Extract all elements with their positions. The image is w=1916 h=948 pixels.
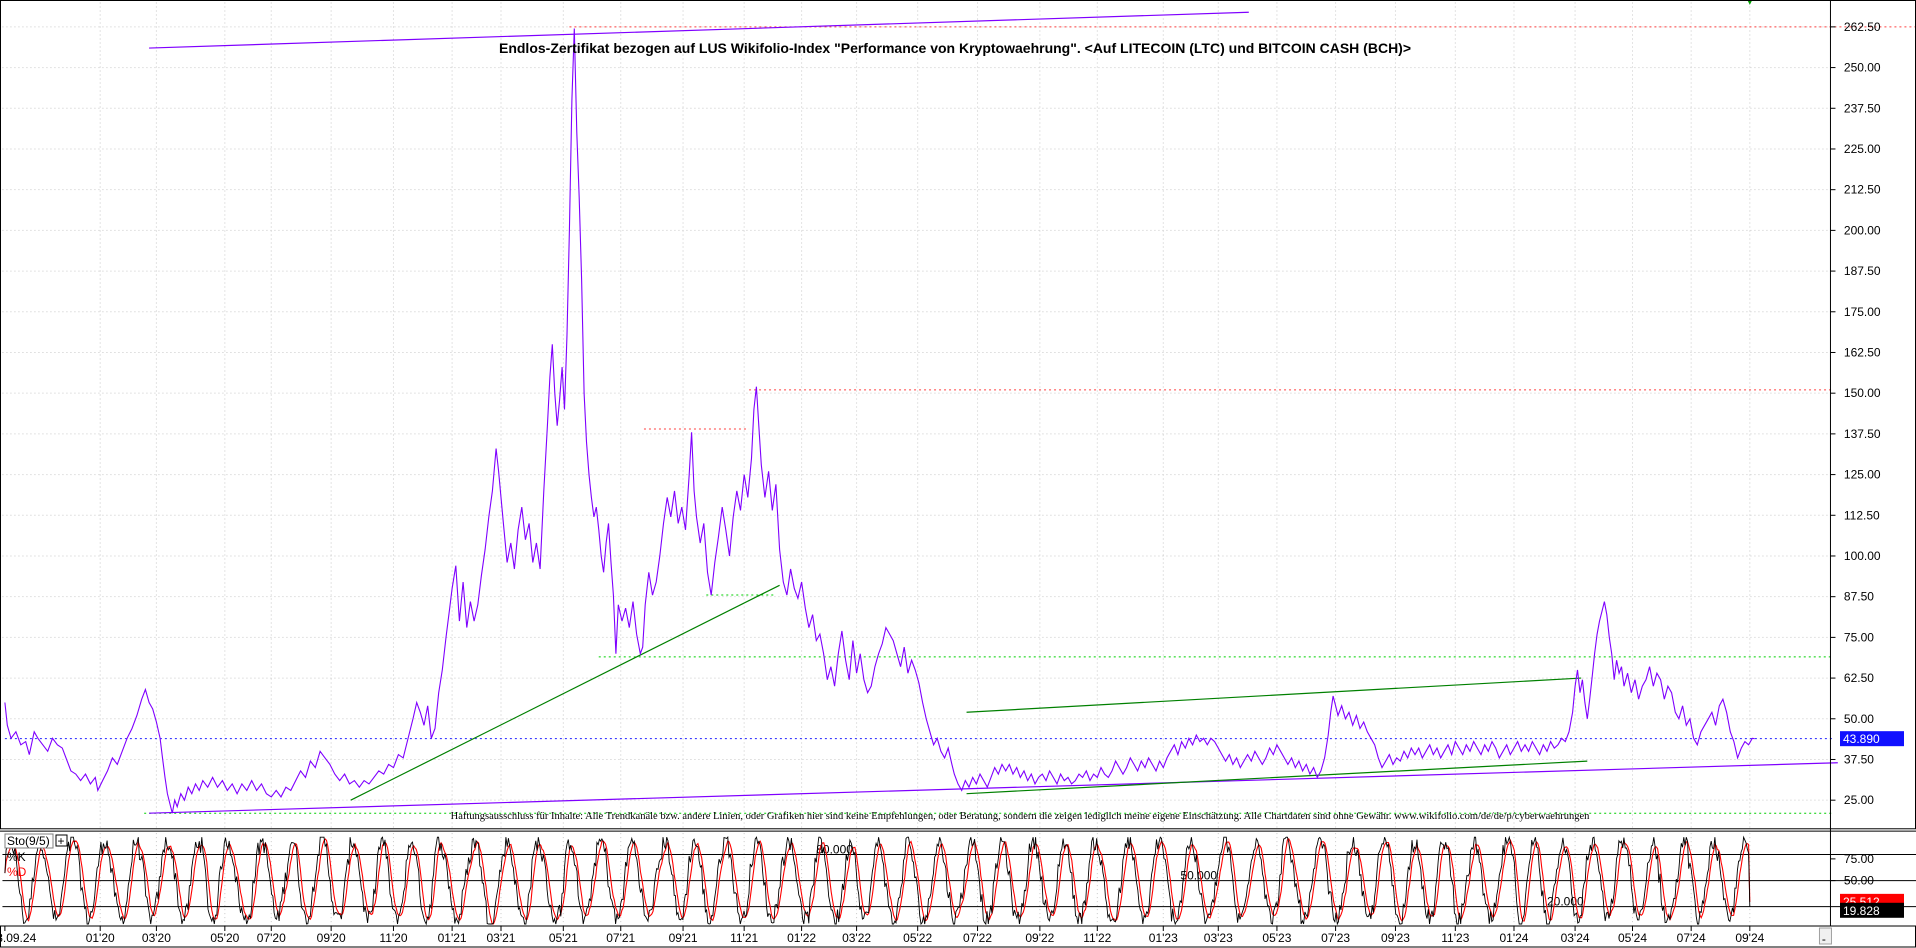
y-tick-label: 175.00 [1844, 305, 1881, 319]
x-tick-label: 11'23 [1441, 931, 1469, 945]
x-tick-label: 11'22 [1083, 931, 1111, 945]
x-axis: 03.09.24 01'20 03'20 05'20 07'20 09'20 11'20 01… [0, 926, 1765, 945]
y-tick-label: 75.00 [1844, 852, 1874, 866]
y-tick-label: 262.50 [1844, 20, 1881, 34]
x-tick-label: 09'21 [669, 931, 698, 945]
x-tick-label: 05'24 [1618, 931, 1647, 945]
y-tick-label: 37.50 [1844, 752, 1874, 766]
indicator-label: Sto(9/5) [7, 834, 50, 848]
last-k-badge-bg [1840, 902, 1904, 918]
y-tick-label: 150.00 [1844, 386, 1881, 400]
y-tick-label: 137.50 [1844, 427, 1881, 441]
x-tick-label: 03'23 [1204, 931, 1233, 945]
x-tick-label: 03'24 [1561, 931, 1590, 945]
stochastic-legend: Sto(9/5) + %K %D [4, 833, 68, 879]
x-tick-label: 09'23 [1381, 931, 1410, 945]
x-tick-label: 07'21 [606, 931, 635, 945]
scroll-button[interactable] [1818, 927, 1832, 945]
y-tick-label: 187.50 [1844, 264, 1881, 278]
trendline [966, 677, 1582, 713]
trendline [149, 11, 1249, 49]
x-tick-label: 01'20 [86, 931, 115, 945]
x-tick-label: 07'23 [1321, 931, 1350, 945]
main-trendlines [149, 0, 1838, 814]
last-value-badge: 43.890 [1840, 731, 1904, 747]
y-tick-label: 237.50 [1844, 101, 1881, 115]
x-tick-label: 07'24 [1677, 931, 1706, 945]
x-tick-label: 09'22 [1025, 931, 1054, 945]
y-tick-label: 212.50 [1844, 183, 1881, 197]
trendline [350, 584, 780, 801]
main-level-lines [4, 26, 1916, 814]
x-tick-label: 03'20 [142, 931, 171, 945]
chart-title: Endlos-Zertifikat bezogen auf LUS Wikifo… [499, 40, 1411, 56]
stochastic-k-line [4, 835, 1751, 926]
x-tick-label: 05'22 [903, 931, 932, 945]
x-tick-label: 03'21 [486, 931, 515, 945]
y-tick-label: 250.00 [1844, 61, 1881, 75]
x-tick-label: 11'21 [730, 931, 758, 945]
y-tick-label: 50.00 [1844, 874, 1874, 888]
x-tick-label: 07'20 [257, 931, 286, 945]
x-tick-label: 05'20 [210, 931, 239, 945]
stochastic-level-label: 80.000 [816, 843, 853, 857]
last-value-label: 43.890 [1843, 732, 1880, 746]
x-tick-label: 03.09.24 [0, 931, 37, 945]
y-tick-label: 87.50 [1844, 590, 1874, 604]
x-tick-label: 01'24 [1499, 931, 1528, 945]
x-tick-label: 07'22 [963, 931, 992, 945]
y-tick-label: 225.00 [1844, 142, 1881, 156]
y-tick-label: 100.00 [1844, 549, 1881, 563]
y-tick-label: 162.50 [1844, 345, 1881, 359]
legend-d: %D [7, 865, 27, 879]
y-tick-label: 125.00 [1844, 468, 1881, 482]
disclaimer-text: Haftungsausschluss für Inhalte: Alle Tre… [451, 811, 1590, 822]
y-tick-label: 200.00 [1844, 223, 1881, 237]
legend-k: %K [7, 850, 26, 864]
trendline [966, 760, 1588, 795]
y-tick-label: 25.00 [1844, 793, 1874, 807]
plus-icon: + [58, 834, 65, 848]
scroll-minus-icon: - [1822, 932, 1826, 946]
signal-marker-icon [1747, 0, 1753, 5]
indicator-expand-button[interactable] [55, 834, 68, 847]
stochastic-level-label: 50.000 [1180, 869, 1217, 883]
last-value-badge-bg [1840, 731, 1904, 747]
y-tick-label: 62.50 [1844, 671, 1874, 685]
y-tick-label: 112.50 [1844, 508, 1880, 522]
price-series-line [4, 28, 1755, 814]
x-tick-label: 01'23 [1149, 931, 1178, 945]
y-tick-label: 50.00 [1844, 712, 1874, 726]
stochastic-last-badges: 25.512 19.828 [1840, 893, 1904, 918]
x-tick-label: 05'21 [549, 931, 578, 945]
indicator-label-box[interactable] [4, 833, 54, 849]
main-gridlines [2, 2, 1831, 829]
trendline [149, 762, 1838, 814]
main-panel-border [0, 0, 1916, 830]
last-k-label: 19.828 [1843, 904, 1880, 918]
y-axis-stochastic: 75.00 50.00 [1830, 852, 1874, 888]
y-axis-main: 262.50 250.00 237.50 225.00 212.50 200.00 187.… [1830, 20, 1881, 807]
x-tick-label: 03'22 [842, 931, 871, 945]
x-tick-label: 11'20 [379, 931, 407, 945]
x-tick-label: 09'20 [317, 931, 346, 945]
x-tick-label: 09'24 [1735, 931, 1764, 945]
x-tick-label: 01'22 [787, 931, 816, 945]
y-tick-label: 75.00 [1844, 630, 1874, 644]
x-tick-label: 01'21 [438, 931, 467, 945]
x-tick-label: 05'23 [1262, 931, 1291, 945]
